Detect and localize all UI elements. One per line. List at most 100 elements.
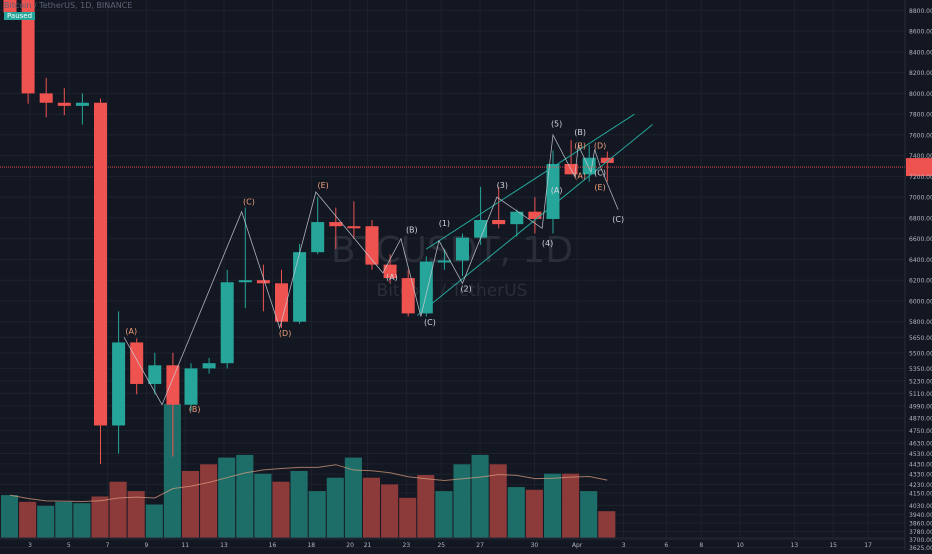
candle-body <box>546 163 560 219</box>
volume-bar <box>200 464 218 538</box>
wave-label: (D) <box>594 141 606 150</box>
price-tick-label: 8400.00 <box>909 49 932 56</box>
candle-body <box>184 368 198 405</box>
candlesticks <box>3 0 614 464</box>
price-tick-label: 4330.00 <box>909 472 932 479</box>
time-tick-label: 21 <box>364 542 372 549</box>
volume-bar <box>145 504 163 538</box>
candle-body <box>275 283 288 322</box>
candle-body <box>112 342 126 426</box>
volume-bar <box>37 505 55 538</box>
candle-body <box>293 252 307 322</box>
wave-label: (A) <box>574 171 586 180</box>
price-tick-label: 3700.00 <box>909 537 932 544</box>
volume-bar <box>562 473 580 538</box>
volume-bar <box>254 473 272 538</box>
volume-bar <box>163 404 181 538</box>
time-tick-label: 20 <box>346 542 354 549</box>
candle-body <box>166 365 180 405</box>
volume-ma-line <box>9 464 608 503</box>
wave-label: (A) <box>386 273 398 282</box>
price-tick-label: 8200.00 <box>909 70 932 77</box>
price-tick-label: 7600.00 <box>909 132 932 139</box>
time-tick-label: 10 <box>736 542 744 549</box>
time-tick-label: 6 <box>664 542 668 549</box>
time-tick-label: 18 <box>307 542 315 549</box>
volume-bar <box>55 501 73 538</box>
time-tick-label: 27 <box>476 542 484 549</box>
price-tick-label: 3860.00 <box>909 521 932 528</box>
wave-label: (C) <box>594 168 606 177</box>
candle-body <box>148 365 162 384</box>
volume-bar <box>598 511 616 538</box>
trend-channel <box>416 113 653 316</box>
last-price-marker <box>906 158 932 177</box>
wave-label: (B) <box>574 128 586 137</box>
wave-label: (3) <box>497 181 508 190</box>
price-tick-label: 3780.00 <box>909 529 932 536</box>
wave-label: (B) <box>574 141 586 150</box>
candle-body <box>383 264 397 279</box>
volume-bar <box>272 481 290 538</box>
price-tick-label: 6600.00 <box>909 236 932 243</box>
volume-bar <box>435 491 453 538</box>
price-tick-label: 8600.00 <box>909 29 932 36</box>
price-tick-label: 4530.00 <box>909 451 932 458</box>
volume-bar <box>580 491 598 538</box>
candle-body <box>492 220 506 225</box>
time-tick-label: 23 <box>403 542 411 549</box>
wave-path-line <box>123 133 619 406</box>
wave-label: (E) <box>317 181 328 190</box>
watermark-name: Bitcoin / TetherUS <box>377 281 528 301</box>
wave-label: (E) <box>594 183 605 192</box>
candle-body <box>311 222 325 253</box>
time-tick-label: 15 <box>829 542 837 549</box>
volume-bar <box>417 475 435 538</box>
price-tick-label: 7000.00 <box>909 195 932 202</box>
candle-body <box>510 211 524 225</box>
candle-body <box>130 342 144 384</box>
time-tick-label: 3 <box>28 542 32 549</box>
wave-label: (2) <box>460 285 471 294</box>
price-tick-label: 5800.00 <box>909 319 932 326</box>
volume-bar <box>507 487 525 538</box>
time-tick-label: 25 <box>437 542 445 549</box>
price-tick-label: 5110.00 <box>909 391 932 398</box>
volume-bar <box>308 491 326 538</box>
time-tick-label: 11 <box>181 542 189 549</box>
price-tick-label: 4750.00 <box>909 428 932 435</box>
wave-label: (C) <box>243 197 255 206</box>
candle-body <box>456 237 469 261</box>
channel-line <box>426 113 635 250</box>
volume-bar <box>344 457 362 538</box>
time-tick-label: 7 <box>106 542 110 549</box>
time-axis[interactable]: 3 5 7 9 11 13 16 18 20 21 23 25 27 30 Apr 3 6 8 10 13 15 17 <box>0 537 905 549</box>
wave-label: (4) <box>542 239 553 248</box>
price-tick-label: 7400.00 <box>909 153 932 160</box>
candle-body <box>220 282 234 364</box>
price-tick-label: 5350.00 <box>909 366 932 373</box>
volume-bar <box>362 477 381 538</box>
volume-bar <box>218 457 236 538</box>
time-tick-label: 30 <box>531 542 539 549</box>
candle-body <box>600 157 614 163</box>
volume-bar <box>19 501 37 538</box>
time-tick-label: 16 <box>269 542 277 549</box>
wave-label: (B) <box>406 225 418 234</box>
price-tick-label: 3625.00 <box>909 545 932 550</box>
volume-bar <box>471 454 489 538</box>
price-tick-label: 7800.00 <box>909 112 932 119</box>
volume-bar <box>0 495 19 538</box>
candle-body <box>202 363 216 369</box>
candle-body <box>238 280 252 283</box>
candle-body <box>57 102 71 106</box>
wave-label: (1) <box>439 219 450 228</box>
symbol-line: Bitcoin / TetherUS, 1D, BINANCE <box>4 1 133 10</box>
wave-label: (C) <box>612 215 624 224</box>
channel-line <box>416 124 653 316</box>
volume-bar <box>73 503 91 538</box>
time-tick-label: 13 <box>791 542 799 549</box>
